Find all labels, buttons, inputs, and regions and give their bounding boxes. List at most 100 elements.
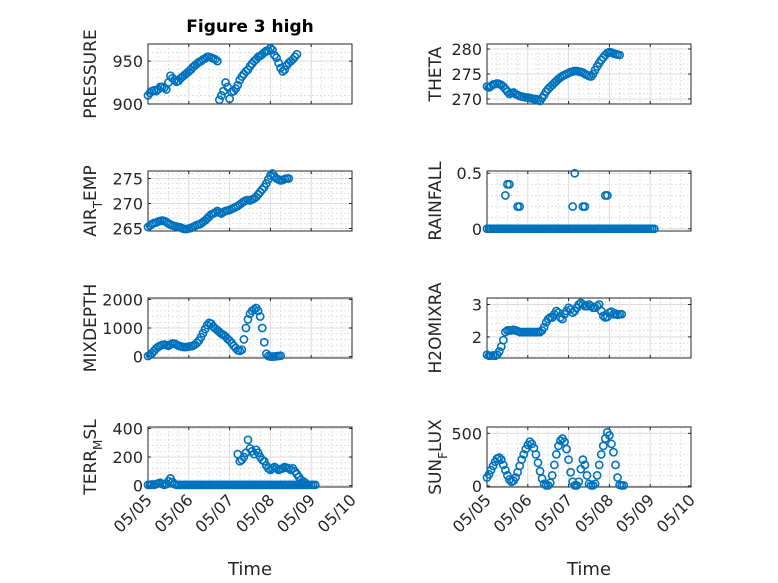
data-point [539, 322, 549, 332]
subplot-8: 0 500SUNFLUX05/0505/0605/0705/0805/0905/1… [426, 419, 699, 580]
data-point [237, 345, 247, 355]
y-tick-label: 0 [472, 477, 482, 496]
data-point [564, 455, 573, 465]
data-point [259, 48, 269, 57]
x-tick-label: 05/09 [273, 490, 319, 536]
data-point [586, 301, 596, 311]
y-axis-label: AIRTEMP [81, 165, 105, 236]
data-point [578, 300, 588, 309]
data-point [605, 431, 614, 440]
data-point [551, 306, 561, 316]
x-tick-label: 05/05 [449, 490, 495, 536]
data-point [562, 444, 571, 454]
subplot-3: 265 270 275 AIRTEMP [81, 165, 353, 239]
x-tick-label: 05/10 [314, 490, 360, 536]
data-point [537, 474, 547, 483]
data-point [233, 80, 243, 90]
data-point [515, 202, 525, 211]
x-tick-label: 05/07 [191, 490, 237, 536]
data-point [592, 471, 602, 480]
data-point [259, 456, 269, 466]
data-point [498, 460, 508, 470]
subplot-7: 0 200 400 TERRMSL05/0505/0605/0705/0805/090… [81, 419, 360, 580]
y-tick-label: 3 [472, 295, 482, 314]
x-axis-label: Time [566, 559, 611, 580]
data-point [494, 453, 504, 462]
data-point [590, 479, 600, 489]
data-point [292, 49, 302, 59]
y-axis-label: THETA [426, 46, 446, 102]
data-point [615, 50, 624, 60]
y-axis-label: RAINFALL [426, 161, 446, 241]
data-point [202, 320, 212, 330]
data-point [484, 469, 494, 479]
data-point [580, 202, 590, 211]
axes-background [486, 170, 692, 232]
data-point [280, 65, 290, 75]
data-point [502, 471, 512, 480]
data-point [239, 452, 249, 462]
data-series [143, 303, 285, 361]
data-point [602, 191, 612, 200]
data-point [511, 473, 520, 482]
y-tick-label: 275 [112, 170, 143, 189]
data-point [649, 224, 659, 234]
data-point [243, 315, 253, 324]
y-tick-label: 0 [472, 220, 482, 239]
data-point [494, 347, 504, 356]
data-point [617, 309, 627, 319]
data-point [566, 467, 576, 477]
data-point [519, 449, 529, 459]
data-point [558, 314, 567, 324]
y-tick-label: 280 [451, 40, 482, 59]
data-point [241, 323, 251, 333]
y-axis-label: H2OMIXRA [426, 282, 446, 373]
y-tick-label: 0.5 [457, 164, 482, 183]
y-tick-label: 950 [112, 52, 143, 71]
data-point [496, 455, 506, 465]
data-series [482, 427, 629, 490]
y-tick-label: 0 [133, 477, 143, 496]
axes-frame [486, 297, 692, 359]
data-point [214, 95, 224, 105]
data-point [255, 312, 265, 321]
x-tick-label: 05/08 [232, 490, 278, 536]
data-point [570, 168, 580, 178]
y-tick-label: 900 [112, 95, 143, 114]
data-point [505, 179, 514, 189]
data-point [588, 481, 598, 490]
data-point [527, 439, 537, 449]
data-point [611, 460, 620, 470]
data-point [253, 306, 263, 316]
data-point [210, 208, 220, 217]
y-tick-label: 270 [112, 195, 143, 214]
chart-title: Figure 3 high [186, 17, 314, 37]
data-point [192, 338, 202, 348]
y-axis-label: PRESSURE [81, 29, 101, 118]
x-tick-label: 05/06 [151, 490, 197, 536]
x-tick-label: 05/05 [110, 490, 156, 536]
data-point [551, 449, 561, 459]
data-point [580, 460, 590, 470]
x-tick-label: 05/09 [612, 490, 658, 536]
y-tick-label: 2000 [102, 290, 143, 309]
subplot-2: 270 275 280 THETA [426, 40, 692, 109]
axes-background [147, 43, 353, 105]
data-point [272, 53, 281, 63]
y-tick-label: 0 [133, 348, 143, 367]
axes-frame [147, 170, 353, 232]
data-point [488, 461, 498, 471]
data-point [556, 436, 565, 446]
data-point [543, 314, 553, 324]
data-point [212, 56, 222, 66]
data-point [531, 449, 541, 459]
data-point [568, 202, 578, 211]
x-tick-label: 05/08 [571, 490, 617, 536]
data-point [217, 91, 226, 100]
y-tick-label: 2 [472, 328, 482, 347]
data-point [278, 67, 288, 76]
data-point [253, 448, 263, 458]
data-point [582, 471, 592, 480]
